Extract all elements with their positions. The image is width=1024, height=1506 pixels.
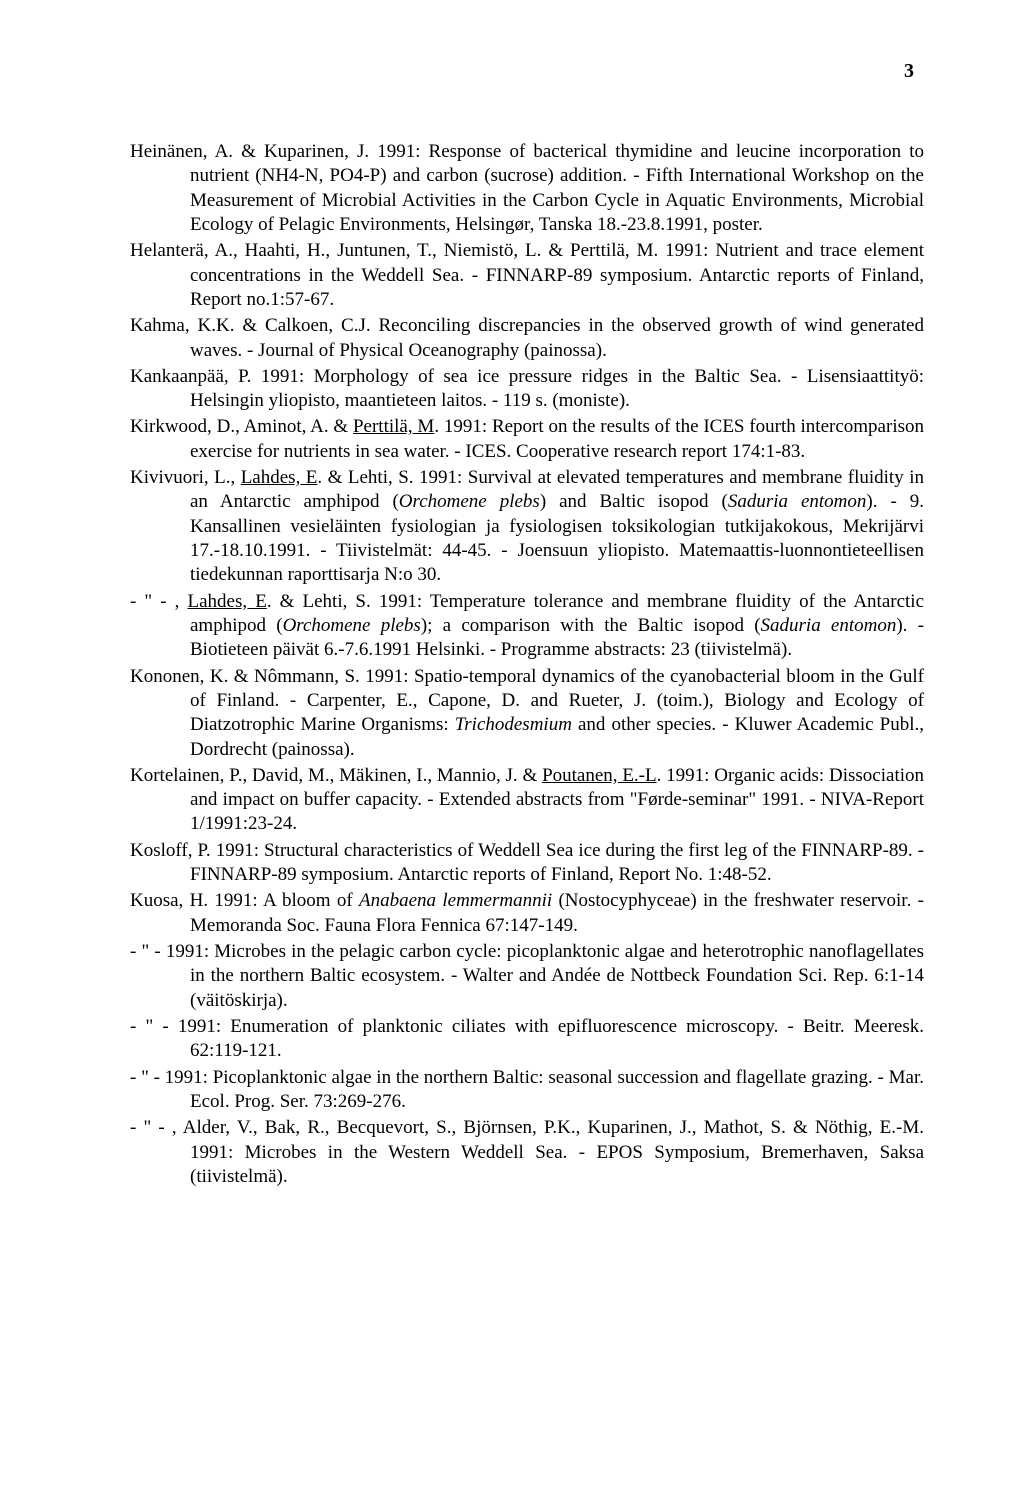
bibliography-entry: Heinänen, A. & Kuparinen, J. 1991: Respo… bbox=[130, 140, 924, 237]
bibliography-entry: Helanterä, A., Haahti, H., Juntunen, T.,… bbox=[130, 239, 924, 312]
bibliography-entry: - " - 1991: Enumeration of planktonic ci… bbox=[130, 1015, 924, 1064]
bibliography-entry: Kortelainen, P., David, M., Mäkinen, I.,… bbox=[130, 764, 924, 837]
bibliography-entry: Kirkwood, D., Aminot, A. & Perttilä, M. … bbox=[130, 415, 924, 464]
bibliography-entry: Kankaanpää, P. 1991: Morphology of sea i… bbox=[130, 365, 924, 414]
bibliography-entry: - " - , Lahdes, E. & Lehti, S. 1991: Tem… bbox=[130, 590, 924, 663]
bibliography-entry: - " - , Alder, V., Bak, R., Becquevort, … bbox=[130, 1116, 924, 1189]
bibliography-entry: Kosloff, P. 1991: Structural characteris… bbox=[130, 839, 924, 888]
bibliography-entry: Kuosa, H. 1991: A bloom of Anabaena lemm… bbox=[130, 889, 924, 938]
page-number: 3 bbox=[904, 60, 914, 83]
bibliography-entry: Kivivuori, L., Lahdes, E. & Lehti, S. 19… bbox=[130, 466, 924, 588]
bibliography-content: Heinänen, A. & Kuparinen, J. 1991: Respo… bbox=[130, 140, 924, 1189]
bibliography-entry: - " - 1991: Picoplanktonic algae in the … bbox=[130, 1066, 924, 1115]
bibliography-entry: Kahma, K.K. & Calkoen, C.J. Reconciling … bbox=[130, 314, 924, 363]
document-page: 3 Heinänen, A. & Kuparinen, J. 1991: Res… bbox=[0, 0, 1024, 1506]
bibliography-entry: - " - 1991: Microbes in the pelagic carb… bbox=[130, 940, 924, 1013]
bibliography-entry: Kononen, K. & Nômmann, S. 1991: Spatio-t… bbox=[130, 665, 924, 762]
